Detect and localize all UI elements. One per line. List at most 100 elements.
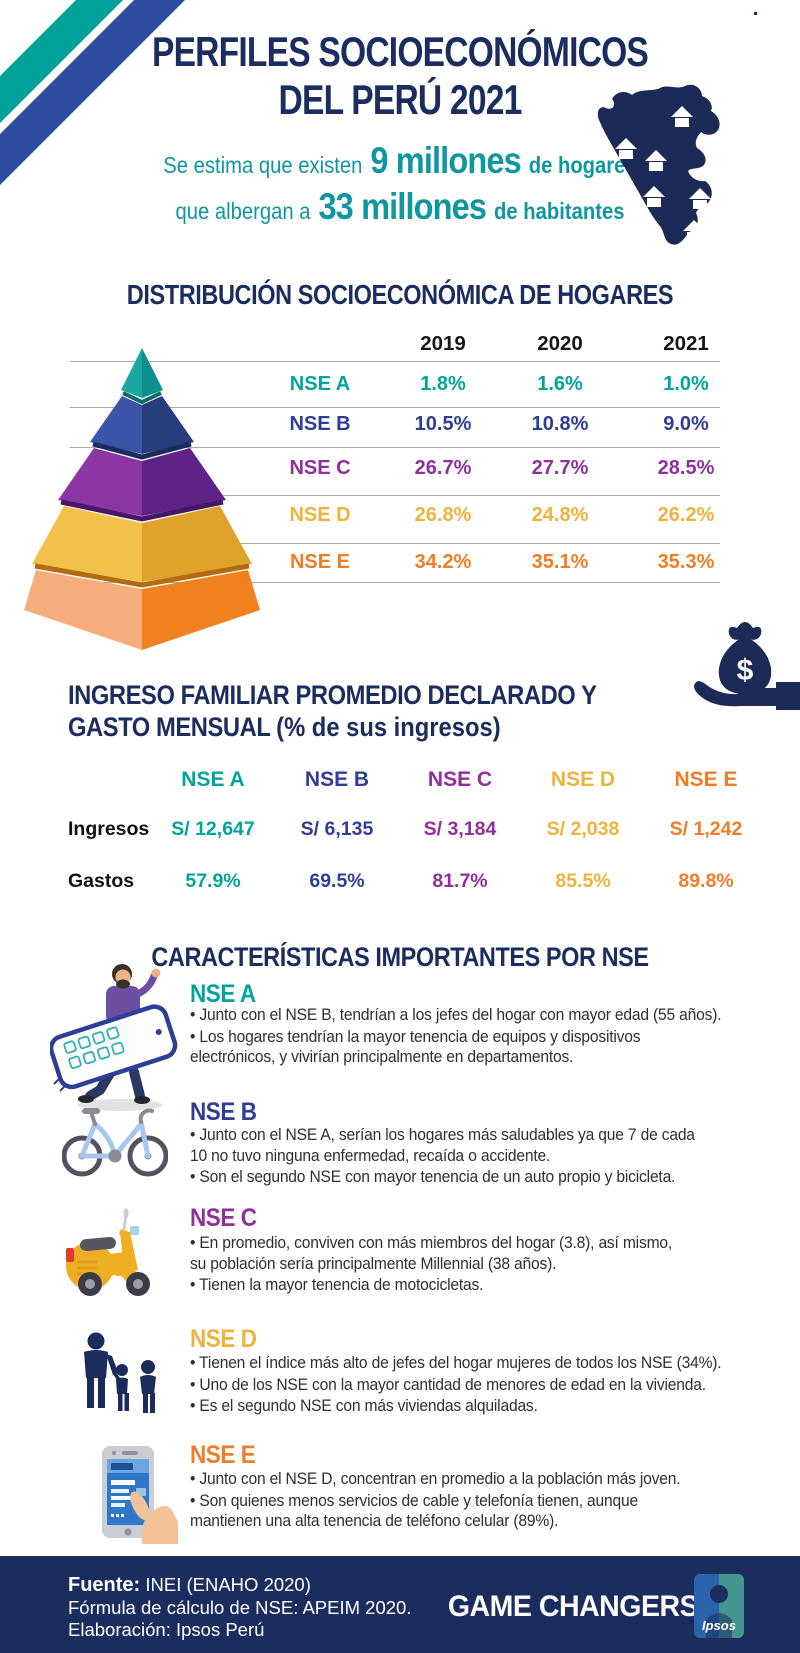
- footer-band: [0, 1556, 800, 1653]
- subtitle1-big-number: 9 millones: [370, 140, 521, 181]
- table-line: [70, 582, 720, 583]
- bullet-item: Son quienes menos servicios de cable y t…: [190, 1491, 748, 1532]
- footer-source-line: Fuente: INEI (ENAHO 2020): [68, 1574, 311, 1596]
- income-col-nse-c: NSE C: [427, 768, 493, 791]
- income-col-nse-a: NSE A: [181, 768, 245, 791]
- row-value: 10.8%: [531, 413, 589, 435]
- row-value: 1.8%: [420, 373, 466, 395]
- bullet-item: Son el segundo NSE con mayor tenencia de…: [190, 1167, 748, 1188]
- footer-source-value: INEI (ENAHO 2020): [140, 1574, 311, 1595]
- corner-dot: [754, 12, 757, 15]
- bullet-item: Junto con el NSE A, serían los hogares m…: [190, 1125, 748, 1166]
- row-label: NSE C: [289, 457, 351, 479]
- row-label: Ingresos: [68, 818, 150, 840]
- row-value: 26.7%: [414, 457, 472, 479]
- row-value: 69.5%: [309, 870, 365, 892]
- income-col-nse-d: NSE D: [550, 768, 616, 791]
- year-header-2021: 2021: [663, 332, 709, 355]
- footer-elaboration-line: Elaboración: Ipsos Perú: [68, 1619, 265, 1640]
- man-carrying-smartphone-icon: [50, 964, 178, 1111]
- table-line: [70, 495, 720, 496]
- row-value: 85.5%: [555, 870, 611, 892]
- row-value: S/ 2,038: [546, 818, 620, 840]
- nse-c-title: NSE C: [190, 1204, 257, 1232]
- subtitle-line2: que albergan a 33 millones de habitantes: [48, 186, 752, 228]
- row-value: 35.1%: [531, 551, 589, 573]
- distribution-heading: DISTRIBUCIÓN SOCIOECONÓMICA DE HOGARES: [126, 279, 674, 310]
- row-label: NSE B: [289, 413, 351, 435]
- row-value: 57.9%: [185, 870, 241, 892]
- nse-a-bullets: Junto con el NSE B, tendrían a los jefes…: [190, 1005, 748, 1069]
- ipsos-logo-text: Ipsos: [702, 1618, 736, 1633]
- row-value: 34.2%: [414, 551, 472, 573]
- footer-source-label: Fuente:: [68, 1574, 141, 1596]
- income-heading-line2: GASTO MENSUAL (% de sus ingresos): [68, 711, 501, 743]
- row-value: 10.5%: [414, 413, 472, 435]
- bullet-item: Tienen la mayor tenencia de motocicletas…: [190, 1275, 748, 1296]
- table-line: [70, 447, 720, 448]
- family-silhouette-icon: [84, 1332, 156, 1413]
- bullet-item: Es el segundo NSE con más viviendas alqu…: [190, 1396, 748, 1417]
- income-heading-note: (% de sus ingresos): [276, 712, 501, 742]
- row-value: S/ 12,647: [171, 818, 255, 840]
- bullet-item: Junto con el NSE D, concentran en promed…: [190, 1469, 748, 1490]
- corner-stripes-decoration: [0, 0, 185, 185]
- row-value: 81.7%: [432, 870, 488, 892]
- nse-b-bullets: Junto con el NSE A, serían los hogares m…: [190, 1125, 748, 1189]
- peru-map-icon: [597, 84, 720, 245]
- row-value: 9.0%: [663, 413, 709, 435]
- row-value: 26.8%: [414, 504, 472, 526]
- socioeconomic-pyramid-icon: [24, 348, 260, 650]
- nse-b-title: NSE B: [190, 1098, 257, 1126]
- income-heading-caps: GASTO MENSUAL: [68, 712, 270, 742]
- nse-a-title: NSE A: [190, 980, 256, 1008]
- bullet-item: Uno de los NSE con la mayor cantidad de …: [190, 1375, 748, 1396]
- row-value: S/ 6,135: [300, 818, 374, 840]
- table-line: [70, 361, 720, 362]
- income-col-nse-e: NSE E: [674, 768, 738, 791]
- row-value: 24.8%: [531, 504, 589, 526]
- table-line: [70, 407, 720, 408]
- subtitle2-post: de habitantes: [494, 198, 625, 224]
- row-value: S/ 3,184: [423, 818, 497, 840]
- row-value: 1.6%: [537, 373, 583, 395]
- income-heading-line1: INGRESO FAMILIAR PROMEDIO DECLARADO Y: [68, 680, 597, 710]
- subtitle-line1: Se estima que existen 9 millones de hoga…: [48, 140, 752, 182]
- bullet-item: En promedio, conviven con más miembros d…: [190, 1233, 748, 1274]
- table-line: [70, 543, 720, 544]
- row-label: NSE A: [289, 373, 351, 395]
- nse-d-bullets: Tienen el índice más alto de jefes del h…: [190, 1353, 748, 1418]
- nse-c-bullets: En promedio, conviven con más miembros d…: [190, 1233, 748, 1297]
- subtitle1-pre: Se estima que existen: [163, 152, 363, 178]
- year-header-2020: 2020: [537, 332, 583, 355]
- year-header-2019: 2019: [420, 332, 466, 355]
- row-value: 27.7%: [531, 457, 589, 479]
- row-value: 28.5%: [657, 457, 715, 479]
- income-col-nse-b: NSE B: [304, 768, 370, 791]
- motor-scooter-icon: [66, 1208, 150, 1296]
- main-title-line1: PERFILES SOCIOECONÓMICOS: [151, 28, 649, 75]
- subtitle2-pre: que albergan a: [175, 198, 311, 224]
- row-value: 35.3%: [657, 551, 715, 573]
- bicycle-icon: [62, 1108, 168, 1177]
- subtitle2-big-number: 33 millones: [318, 186, 487, 227]
- nse-e-bullets: Junto con el NSE D, concentran en promed…: [190, 1469, 748, 1533]
- row-label: NSE E: [289, 551, 351, 573]
- bullet-item: Tienen el índice más alto de jefes del h…: [190, 1353, 748, 1374]
- hand-holding-phone-icon: [102, 1446, 178, 1544]
- svg-text:$: $: [737, 654, 754, 687]
- nse-d-title: NSE D: [190, 1325, 257, 1353]
- characteristics-heading: CARACTERÍSTICAS IMPORTANTES POR NSE: [151, 942, 649, 972]
- row-value: 89.8%: [678, 870, 734, 892]
- money-bag-hand-icon: $: [694, 622, 800, 710]
- row-value: 26.2%: [657, 504, 715, 526]
- bullet-item: Junto con el NSE B, tendrían a los jefes…: [190, 1005, 748, 1026]
- row-value: S/ 1,242: [669, 818, 743, 840]
- ipsos-logo: Ipsos: [694, 1574, 744, 1638]
- nse-e-title: NSE E: [190, 1441, 256, 1469]
- bullet-item: Los hogares tendrían la mayor tenencia d…: [190, 1027, 748, 1068]
- row-label: NSE D: [289, 504, 351, 526]
- main-title-line2: DEL PERÚ 2021: [278, 76, 523, 123]
- row-value: 1.0%: [663, 373, 709, 395]
